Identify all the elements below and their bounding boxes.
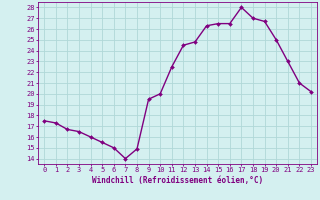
X-axis label: Windchill (Refroidissement éolien,°C): Windchill (Refroidissement éolien,°C) — [92, 176, 263, 185]
